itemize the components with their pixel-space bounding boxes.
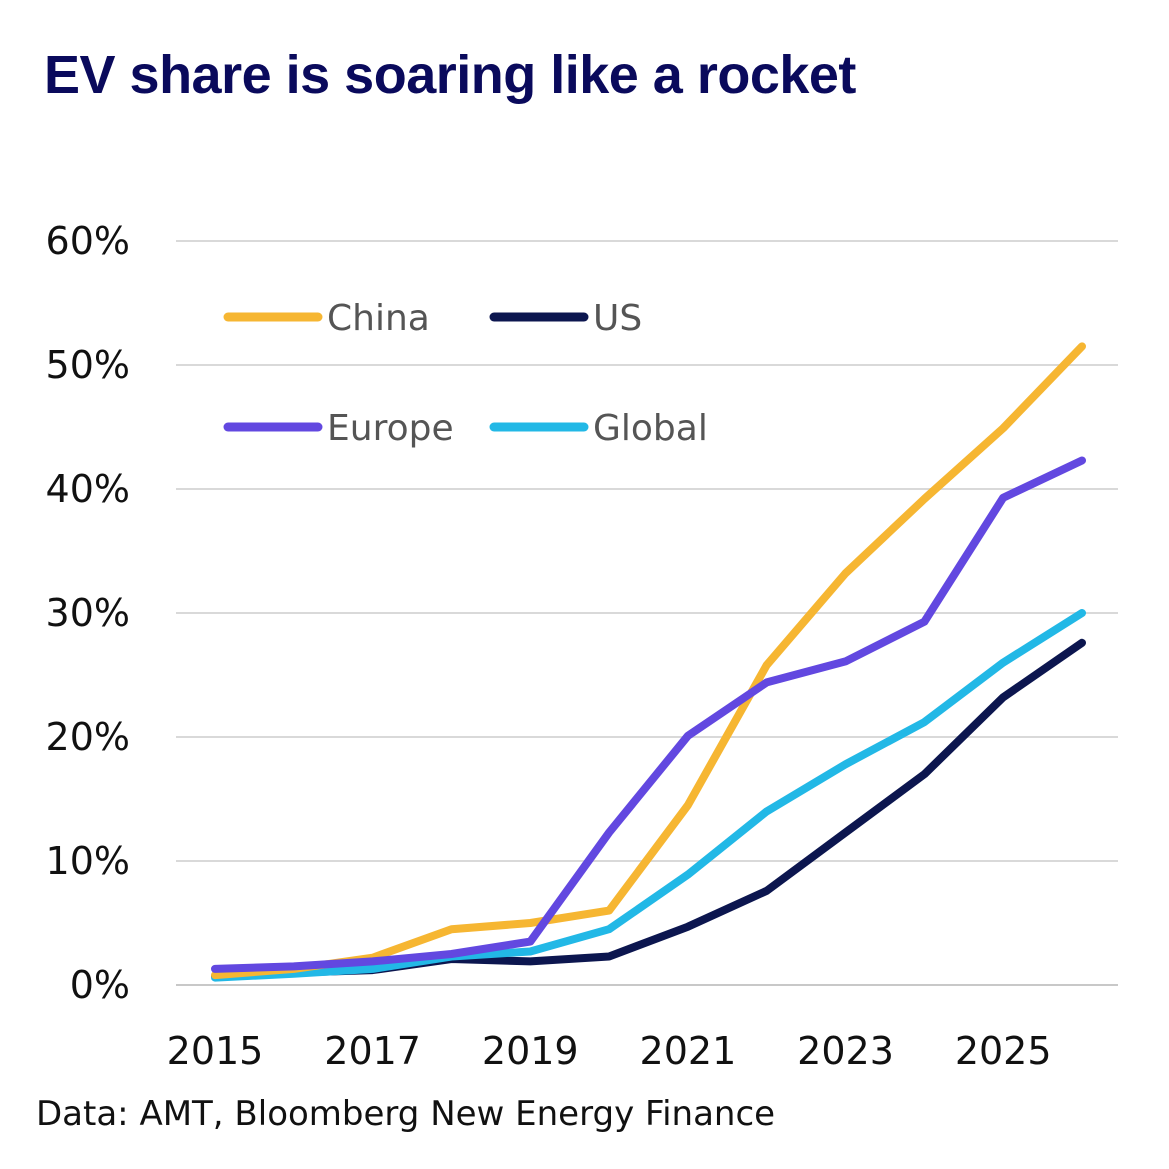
- legend-label-us: US: [593, 298, 642, 339]
- y-tick-label: 60%: [46, 219, 130, 263]
- chart-title: EV share is soaring like a rocket: [44, 45, 856, 105]
- y-tick-label: 40%: [46, 467, 130, 511]
- x-axis-ticks: 2015 2017 2019 2021 2023 2025: [167, 1029, 1052, 1073]
- legend-label-china: China: [327, 298, 430, 339]
- x-tick-label: 2017: [324, 1029, 421, 1073]
- y-tick-label: 10%: [46, 839, 130, 883]
- y-axis-ticks: 0% 10% 20% 30% 40% 50% 60%: [46, 219, 130, 1007]
- legend-label-europe: Europe: [327, 408, 454, 449]
- legend-label-global: Global: [593, 408, 708, 449]
- series-line-europe: [211, 456, 1086, 973]
- gridlines: [176, 240, 1118, 986]
- x-tick-label: 2021: [640, 1029, 737, 1073]
- y-tick-label: 50%: [46, 343, 130, 387]
- y-tick-label: 0%: [70, 963, 130, 1007]
- legend: China US Europe Global: [223, 298, 708, 449]
- x-tick-label: 2023: [797, 1029, 894, 1073]
- y-tick-label: 30%: [46, 591, 130, 635]
- x-tick-label: 2025: [955, 1029, 1052, 1073]
- y-tick-label: 20%: [46, 715, 130, 759]
- x-tick-label: 2015: [167, 1029, 264, 1073]
- x-tick-label: 2019: [482, 1029, 579, 1073]
- series-lines: [211, 342, 1086, 982]
- series-line-us: [211, 638, 1086, 981]
- source-note: Data: AMT, Bloomberg New Energy Finance: [36, 1094, 776, 1134]
- series-line-global: [211, 609, 1086, 982]
